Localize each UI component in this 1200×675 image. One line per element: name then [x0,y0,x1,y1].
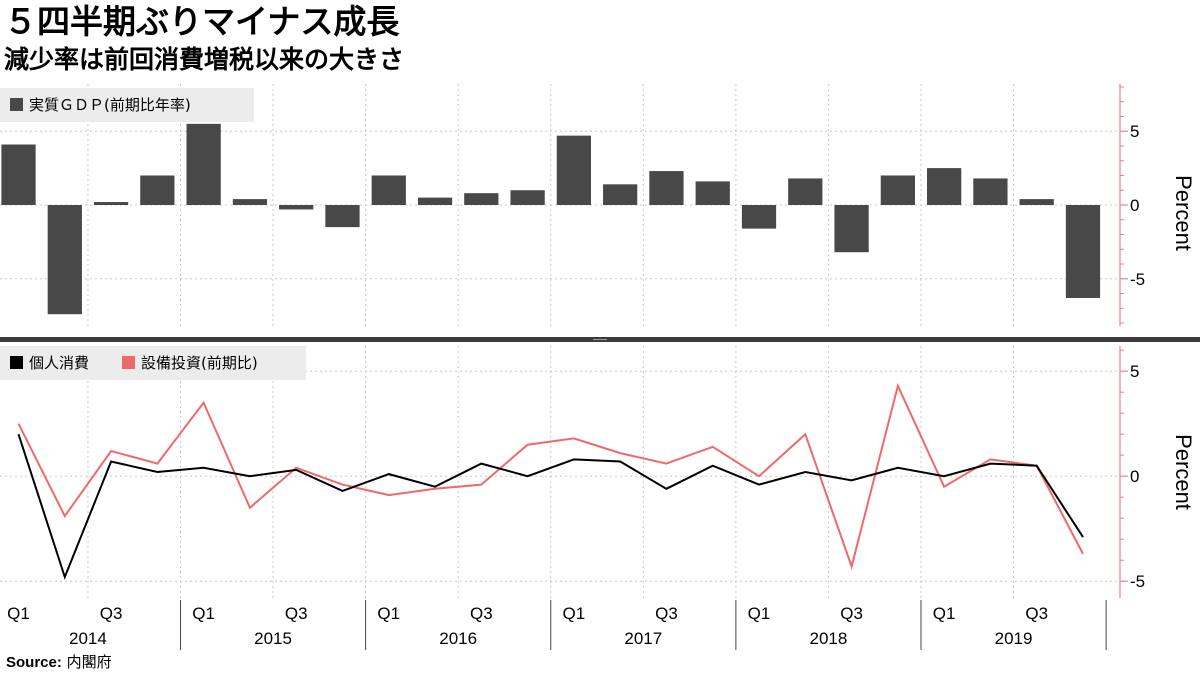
gdp-bar-2014Q2 [47,205,82,315]
gdp-tick-label: 5 [1130,122,1139,141]
gdp-bar-2017Q2 [603,184,638,205]
line-legend-bg [0,346,306,380]
line-y-axis: 5 0 -5 [1119,346,1145,598]
source-label: Source: [6,654,62,671]
gdp-bar-2017Q3 [649,171,684,205]
legend-swatch-consumption [10,356,23,369]
gdp-bar-2018Q4 [880,175,915,205]
quarter-label: Q1 [7,604,30,623]
source-value: 内閣府 [66,653,112,671]
quarter-label: Q3 [285,604,308,623]
chart-subtitle: 減少率は前回消費増税以来の大きさ [4,45,405,74]
gdp-bar-2015Q3 [279,205,314,210]
gdp-bar-2018Q3 [834,205,869,253]
gdp-bar-2015Q4 [325,205,360,228]
gdp-tick-label: 0 [1130,196,1139,215]
chart-title: ５四半期ぶりマイナス成長 [4,2,400,41]
source-note: Source: 内閣府 [6,652,112,673]
gdp-legend-bg [0,88,254,122]
quarter-label: Q3 [1025,604,1048,623]
quarter-label: Q3 [470,604,493,623]
line-series [17,382,1084,580]
legend-swatch-investment [122,356,135,369]
gdp-unit-label: Percent [1171,175,1196,251]
gdp-bar-2016Q2 [417,197,453,205]
gdp-bar-2018Q1 [741,205,777,229]
year-label: 2019 [995,629,1033,648]
gdp-bars [1,123,1101,315]
panel-divider [0,337,1200,342]
gdp-bar-2014Q4 [140,175,175,205]
line-legend: 個人消費 設備投資(前期比) [0,346,306,380]
gdp-bar-2016Q3 [464,193,499,205]
consumption-investment-panel: 5 0 -5 個人消費 設備投資(前期比) Percent [0,346,1196,598]
gdp-bar-2014Q3 [93,202,129,205]
time-axis: Q1 Q3 Q1 Q3 Q1 Q3 Q1 Q3 Q1 Q3 Q1 Q3 2014 2015 2016 2017… [7,600,1107,650]
gdp-tick-label: -5 [1130,270,1145,289]
gdp-bar-2015Q1 [186,123,221,205]
line-tick-label: -5 [1130,572,1145,591]
gdp-bar-2019Q3 [1019,199,1054,205]
line-tick-label: 5 [1130,362,1139,381]
line-unit-label: Percent [1171,434,1196,510]
gdp-bar-2019Q2 [973,178,1008,205]
gdp-legend-label: 実質ＧＤＰ(前期比年率) [29,96,191,114]
year-label: 2014 [69,629,107,648]
quarter-label: Q1 [192,604,215,623]
quarter-label: Q1 [377,604,400,623]
quarter-label: Q3 [840,604,863,623]
gdp-bar-2019Q4 [1065,205,1101,298]
consumption-line [17,433,1084,580]
quarter-label: Q1 [563,604,586,623]
gdp-bar-2019Q1 [927,168,962,205]
gdp-legend: 実質ＧＤＰ(前期比年率) [0,88,254,122]
quarter-label: Q3 [655,604,678,623]
gdp-bar-2018Q2 [788,178,823,205]
gdp-y-axis: 5 0 -5 [1119,84,1145,326]
quarter-label: Q1 [933,604,956,623]
line-tick-label: 0 [1130,467,1139,486]
gdp-bar-2016Q1 [371,175,406,205]
gdp-legend-swatch [10,98,23,111]
year-label: 2016 [439,629,477,648]
gdp-bar-2017Q1 [556,135,592,205]
legend-label-investment: 設備投資(前期比) [141,354,258,372]
gdp-bar-2015Q2 [232,199,268,205]
gdp-bar-2017Q4 [695,181,730,205]
gdp-bar-2014Q1 [1,144,36,205]
year-label: 2018 [810,629,848,648]
quarter-label: Q1 [748,604,771,623]
legend-label-consumption: 個人消費 [29,354,89,372]
gdp-bar-2016Q4 [510,190,545,205]
year-label: 2015 [254,629,292,648]
quarter-label: Q3 [100,604,123,623]
year-label: 2017 [624,629,662,648]
investment-line [17,382,1084,570]
gdp-bar-panel: 5 0 -5 実質ＧＤＰ(前期比年率) Percent [0,84,1196,326]
